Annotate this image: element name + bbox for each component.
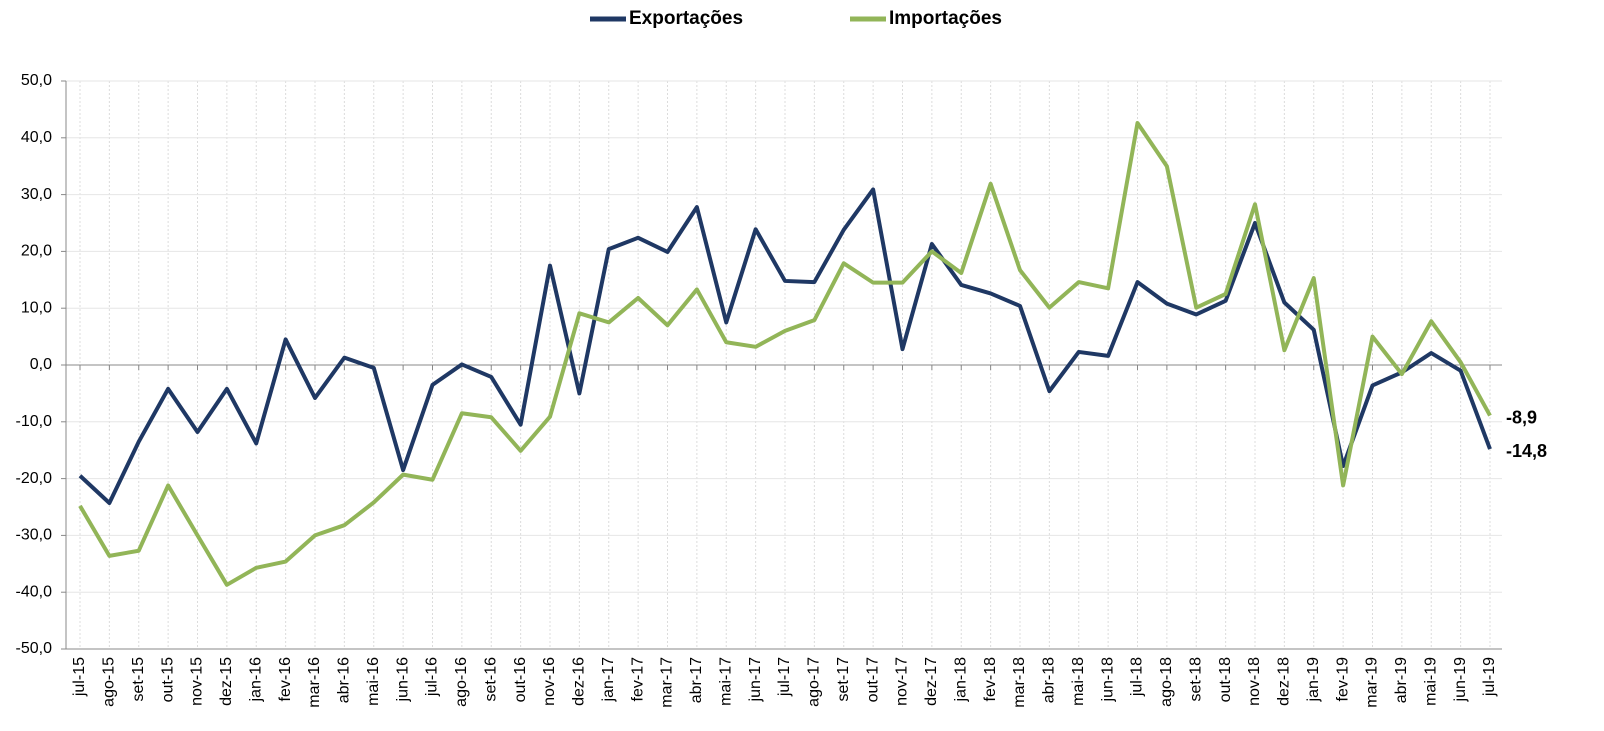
y-tick-label: 10,0 (21, 299, 52, 316)
y-tick-label: -40,0 (16, 583, 53, 600)
legend-label: Importações (889, 8, 1002, 29)
x-tick-label: nov-15 (189, 657, 206, 706)
x-tick-label: jan-18 (952, 657, 969, 703)
y-tick-label: 30,0 (21, 186, 52, 203)
x-tick-label: jan-16 (247, 657, 264, 703)
x-tick-label: out-16 (512, 657, 529, 702)
x-tick-label: jun-16 (394, 657, 411, 703)
x-tick-label: abr-19 (1393, 657, 1410, 703)
y-tick-label: 40,0 (21, 129, 52, 146)
x-tick-label: mar-18 (1011, 657, 1028, 708)
x-tick-label: dez-17 (923, 657, 940, 706)
x-tick-label: jun-19 (1452, 657, 1469, 703)
x-tick-label: jul-15 (71, 657, 88, 697)
y-tick-label: -50,0 (16, 640, 53, 657)
x-tick-label: dez-16 (571, 657, 588, 706)
x-tick-label: mai-17 (717, 657, 734, 706)
y-tick-label: -20,0 (16, 470, 53, 487)
x-tick-label: ago-15 (101, 657, 118, 707)
x-tick-label: ago-17 (806, 657, 823, 707)
x-tick-label: mai-19 (1422, 657, 1439, 706)
x-tick-label: abr-17 (688, 657, 705, 703)
x-tick-label: set-16 (482, 657, 499, 702)
x-tick-label: nov-17 (894, 657, 911, 706)
x-tick-label: mai-16 (365, 657, 382, 706)
x-tick-label: abr-18 (1041, 657, 1058, 703)
x-tick-label: mar-16 (306, 657, 323, 708)
value-label: -14,8 (1506, 441, 1547, 461)
x-tick-label: jul-16 (424, 657, 441, 697)
x-tick-label: ago-16 (453, 657, 470, 707)
y-tick-label: -30,0 (16, 527, 53, 544)
x-tick-label: set-15 (130, 657, 147, 702)
x-tick-label: jul-18 (1129, 657, 1146, 697)
x-tick-label: jan-19 (1305, 657, 1322, 703)
x-tick-label: set-17 (835, 657, 852, 702)
x-tick-label: nov-16 (541, 657, 558, 706)
x-tick-label: mar-17 (659, 657, 676, 708)
x-tick-label: out-15 (159, 657, 176, 702)
x-tick-label: out-18 (1217, 657, 1234, 702)
x-tick-label: jan-17 (600, 657, 617, 703)
x-tick-label: nov-18 (1246, 657, 1263, 706)
x-tick-label: dez-18 (1276, 657, 1293, 706)
x-tick-label: jun-18 (1099, 657, 1116, 703)
series-line (78, 121, 1492, 587)
y-tick-label: 0,0 (30, 356, 52, 373)
legend-label: Exportações (629, 8, 743, 29)
x-tick-label: dez-15 (218, 657, 235, 706)
y-tick-label: -10,0 (16, 413, 53, 430)
x-tick-label: jul-19 (1481, 657, 1498, 697)
x-tick-label: fev-19 (1334, 657, 1351, 702)
x-tick-label: fev-16 (277, 657, 294, 702)
x-tick-label: ago-18 (1158, 657, 1175, 707)
x-tick-label: fev-17 (629, 657, 646, 702)
x-tick-label: mar-19 (1364, 657, 1381, 708)
series-line (78, 187, 1492, 506)
y-tick-label: 50,0 (21, 72, 52, 89)
x-tick-label: jul-17 (776, 657, 793, 697)
x-tick-label: jun-17 (747, 657, 764, 703)
x-tick-label: fev-18 (982, 657, 999, 702)
x-tick-label: out-17 (864, 657, 881, 702)
x-tick-label: abr-16 (336, 657, 353, 703)
x-tick-label: set-18 (1187, 657, 1204, 702)
y-tick-label: 20,0 (21, 243, 52, 260)
value-label: -8,9 (1506, 407, 1537, 427)
x-tick-label: mai-18 (1070, 657, 1087, 706)
